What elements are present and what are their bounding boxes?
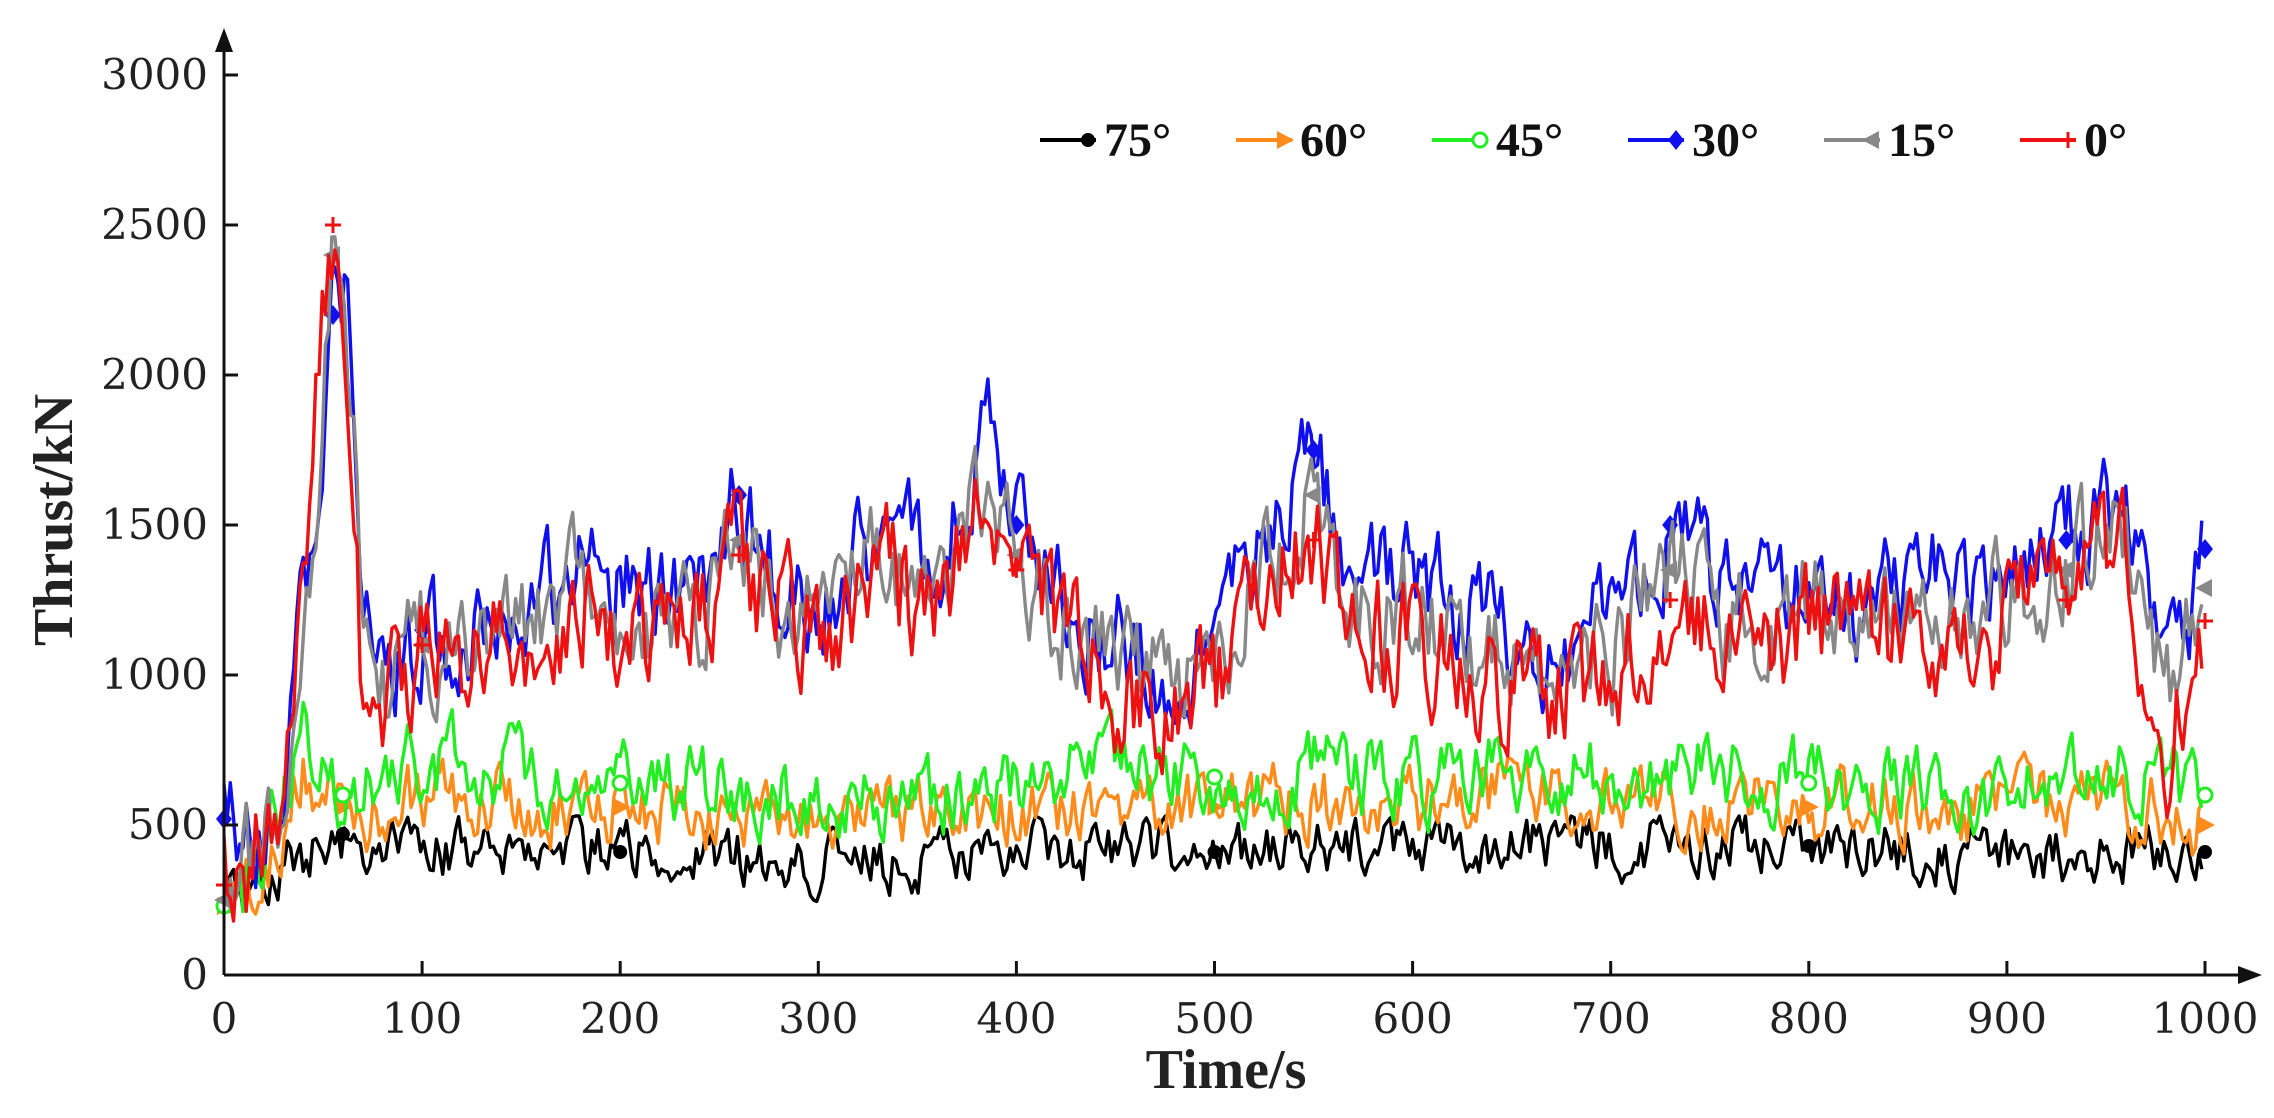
legend-marker (1081, 133, 1095, 147)
legend-item: 45° (1432, 114, 1563, 167)
series-point (2198, 816, 2215, 834)
series-line (222, 265, 2204, 890)
legend-label: 75° (1104, 114, 1171, 167)
x-tick-label: 300 (778, 994, 858, 1043)
series-point (2056, 561, 2074, 579)
x-tick-label: 1000 (2152, 994, 2259, 1043)
series-point (731, 547, 748, 563)
legend-marker (1668, 130, 1684, 150)
series-layer (214, 217, 2215, 923)
series-point (2197, 613, 2213, 629)
legend: 75° 60° 45° 30° 15° 0° (1040, 114, 2127, 167)
series-point (324, 217, 341, 233)
series-point (414, 637, 431, 653)
series-point (1207, 845, 1222, 859)
series-point (2197, 539, 2213, 559)
x-tick-label: 100 (382, 994, 462, 1043)
series-75° (217, 814, 2212, 913)
legend-item: 15° (1824, 114, 1955, 167)
legend-label: 30° (1692, 114, 1759, 167)
legend-item: 60° (1236, 114, 1367, 167)
x-tick-label: 600 (1373, 994, 1453, 1043)
series-point (334, 786, 352, 804)
legend-marker (1862, 131, 1879, 149)
x-tick-label: 0 (211, 994, 238, 1043)
legend-marker (1277, 131, 1294, 149)
legend-item: 75° (1040, 114, 1171, 167)
x-tick-label: 200 (580, 994, 660, 1043)
y-axis-title: Thrust/kN (23, 394, 85, 646)
series-line (222, 700, 2204, 914)
series-line (222, 235, 2204, 906)
legend-marker (1471, 131, 1489, 149)
y-tick-label: 0 (181, 950, 208, 999)
series-point (2198, 845, 2212, 859)
legend-label: 60° (1300, 114, 1367, 167)
series-point (1305, 440, 1322, 460)
series-point (2196, 786, 2214, 804)
x-tick-label: 700 (1571, 994, 1651, 1043)
x-axis-arrow (2238, 966, 2262, 984)
series-line (222, 814, 2204, 913)
series-point (1303, 486, 1321, 504)
series-point (1206, 768, 1223, 786)
series-point (2058, 530, 2075, 550)
series-point (1801, 839, 1816, 853)
legend-item: 0° (2020, 114, 2127, 167)
y-tick-label: 2000 (101, 350, 208, 399)
legend-label: 0° (2084, 114, 2127, 167)
legend-marker (2060, 132, 2076, 148)
series-point (611, 774, 629, 792)
y-tick-label: 1000 (101, 650, 208, 699)
series-point (1662, 592, 1679, 608)
series-point (1800, 774, 1818, 792)
x-tick-label: 400 (976, 994, 1056, 1043)
axes (215, 28, 2262, 984)
series-point (1305, 532, 1322, 548)
legend-label: 15° (1888, 114, 1955, 167)
x-tick-label: 800 (1769, 994, 1849, 1043)
legend-item: 30° (1628, 114, 1759, 167)
series-point (1008, 562, 1025, 578)
series-point (1801, 798, 1819, 816)
y-axis-arrow (215, 28, 233, 52)
series-line (222, 248, 2204, 923)
series-point (2195, 579, 2212, 597)
ticks: 0 100 200 300 400 500 600 700 800 900 1000 0 500 1000… (101, 50, 2258, 1043)
y-tick-label: 500 (128, 800, 208, 849)
y-tick-label: 2500 (101, 200, 208, 249)
legend-label: 45° (1496, 114, 1563, 167)
series-point (613, 798, 631, 816)
series-point (613, 845, 628, 859)
series-point (335, 827, 350, 841)
x-tick-label: 900 (1967, 994, 2047, 1043)
y-tick-label: 3000 (101, 50, 208, 99)
x-axis-title: Time/s (1146, 1039, 1307, 1101)
x-tick-label: 500 (1174, 994, 1254, 1043)
y-tick-label: 1500 (101, 500, 208, 549)
series-point (2058, 592, 2075, 608)
series-point (1660, 561, 1678, 579)
